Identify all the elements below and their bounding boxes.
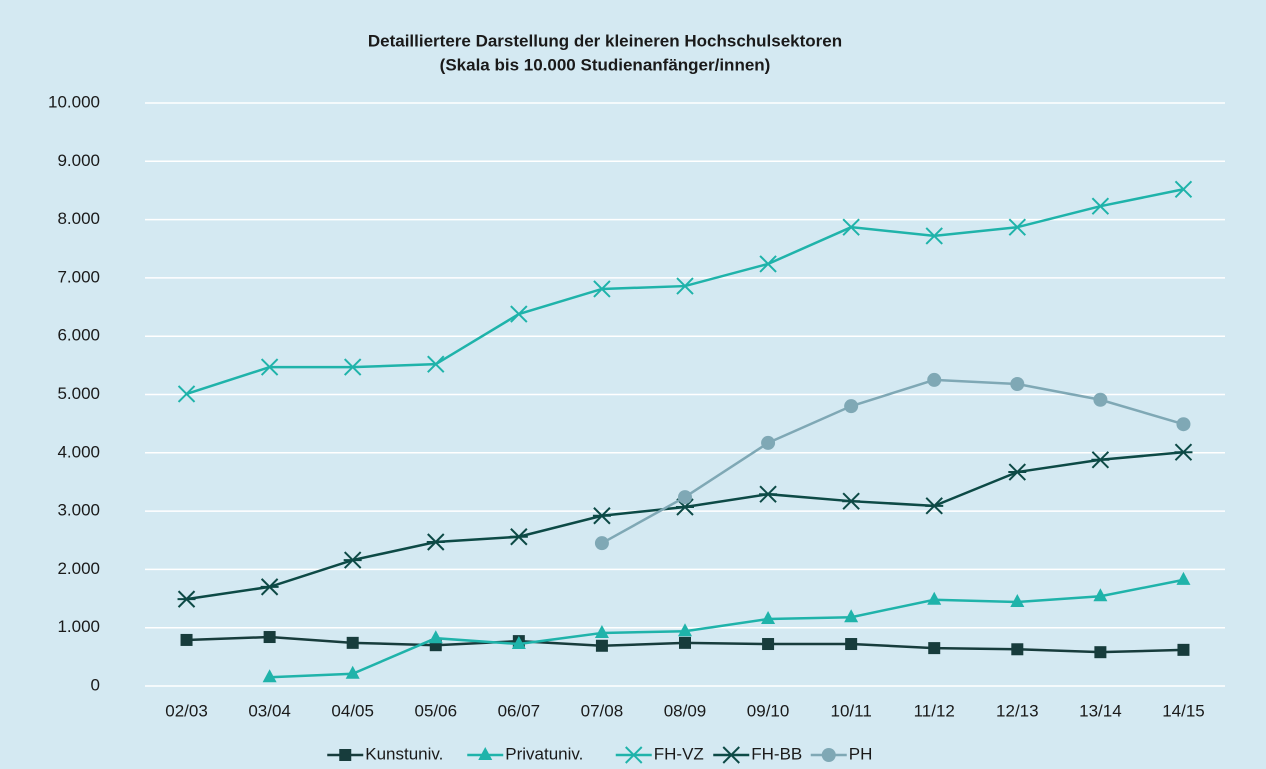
marker xyxy=(845,638,858,651)
marker xyxy=(177,590,196,608)
y-tick-label: 10.000 xyxy=(48,92,100,111)
marker xyxy=(426,533,445,551)
marker xyxy=(676,277,694,295)
y-tick-label: 8.000 xyxy=(57,209,100,228)
marker xyxy=(1093,588,1108,602)
y-tick-label: 2.000 xyxy=(57,559,100,578)
marker xyxy=(595,639,608,652)
marker xyxy=(594,536,609,551)
marker xyxy=(762,638,775,651)
marker xyxy=(1094,646,1107,659)
marker xyxy=(678,623,692,637)
legend-label: Privatuniv. xyxy=(505,744,583,763)
marker xyxy=(593,280,611,298)
marker xyxy=(1174,443,1193,461)
marker xyxy=(759,255,777,273)
y-tick-label: 4.000 xyxy=(57,442,100,461)
marker xyxy=(844,609,859,623)
y-tick-label: 0 xyxy=(91,675,100,694)
marker xyxy=(180,633,193,646)
marker xyxy=(1177,643,1190,656)
marker xyxy=(927,591,942,605)
y-tick-label: 1.000 xyxy=(57,617,100,636)
marker xyxy=(343,358,362,376)
marker xyxy=(844,399,859,414)
x-tick-label: 07/08 xyxy=(581,701,624,720)
marker xyxy=(1093,392,1108,407)
x-tick-label: 10/11 xyxy=(831,701,872,720)
marker xyxy=(262,669,277,683)
marker xyxy=(821,748,836,762)
marker xyxy=(511,636,526,650)
marker xyxy=(1010,377,1025,392)
marker xyxy=(260,358,279,376)
marker xyxy=(625,746,643,764)
x-tick-label: 05/06 xyxy=(414,701,457,720)
marker xyxy=(1176,571,1191,585)
chart-subtitle: (Skala bis 10.000 Studienanfänger/innen) xyxy=(440,55,771,74)
marker xyxy=(1011,643,1024,656)
marker xyxy=(427,355,445,373)
marker xyxy=(842,492,861,510)
x-tick-label: 09/10 xyxy=(747,701,790,720)
marker xyxy=(678,490,692,505)
x-tick-label: 13/14 xyxy=(1079,701,1122,720)
marker xyxy=(925,497,944,515)
marker xyxy=(925,227,943,245)
marker xyxy=(676,498,694,516)
marker xyxy=(1010,594,1025,608)
legend-label: PH xyxy=(849,744,873,763)
marker xyxy=(343,551,362,569)
marker xyxy=(1091,451,1110,469)
marker xyxy=(1176,417,1191,432)
marker xyxy=(594,624,609,638)
y-tick-label: 3.000 xyxy=(57,501,100,520)
marker xyxy=(1174,180,1193,198)
y-tick-label: 7.000 xyxy=(57,267,100,286)
marker xyxy=(1091,197,1110,215)
marker xyxy=(346,636,359,649)
marker xyxy=(592,507,611,525)
x-tick-label: 08/09 xyxy=(664,701,707,720)
y-tick-label: 5.000 xyxy=(57,384,100,403)
marker xyxy=(1008,218,1027,236)
marker xyxy=(722,746,741,764)
x-tick-label: 12/13 xyxy=(996,701,1039,720)
x-tick-label: 04/05 xyxy=(331,701,374,720)
marker xyxy=(478,747,493,760)
marker xyxy=(339,749,352,761)
x-tick-label: 14/15 xyxy=(1162,701,1205,720)
series-line xyxy=(269,578,1184,679)
marker xyxy=(761,435,776,450)
marker xyxy=(345,665,360,679)
marker xyxy=(260,578,279,596)
series-line xyxy=(601,378,1184,545)
chart-title: Detailliertere Darstellung der kleineren… xyxy=(368,31,842,50)
marker xyxy=(428,630,443,644)
marker xyxy=(509,528,528,546)
marker xyxy=(842,218,860,236)
marker xyxy=(928,642,941,655)
marker xyxy=(263,631,276,644)
legend-label: FH-VZ xyxy=(654,744,704,763)
y-tick-label: 6.000 xyxy=(57,326,100,345)
marker xyxy=(1008,463,1027,481)
marker xyxy=(927,372,942,387)
x-tick-label: 06/07 xyxy=(498,701,541,720)
x-tick-label: 02/03 xyxy=(165,701,208,720)
marker xyxy=(510,305,528,323)
legend-label: Kunstuniv. xyxy=(365,744,443,763)
x-tick-label: 03/04 xyxy=(248,701,291,720)
marker xyxy=(759,485,778,503)
marker xyxy=(177,385,196,403)
marker xyxy=(761,610,776,624)
x-tick-label: 11/12 xyxy=(914,701,955,720)
marker xyxy=(679,636,691,649)
y-tick-label: 9.000 xyxy=(57,151,100,170)
legend-label: FH-BB xyxy=(751,744,802,763)
